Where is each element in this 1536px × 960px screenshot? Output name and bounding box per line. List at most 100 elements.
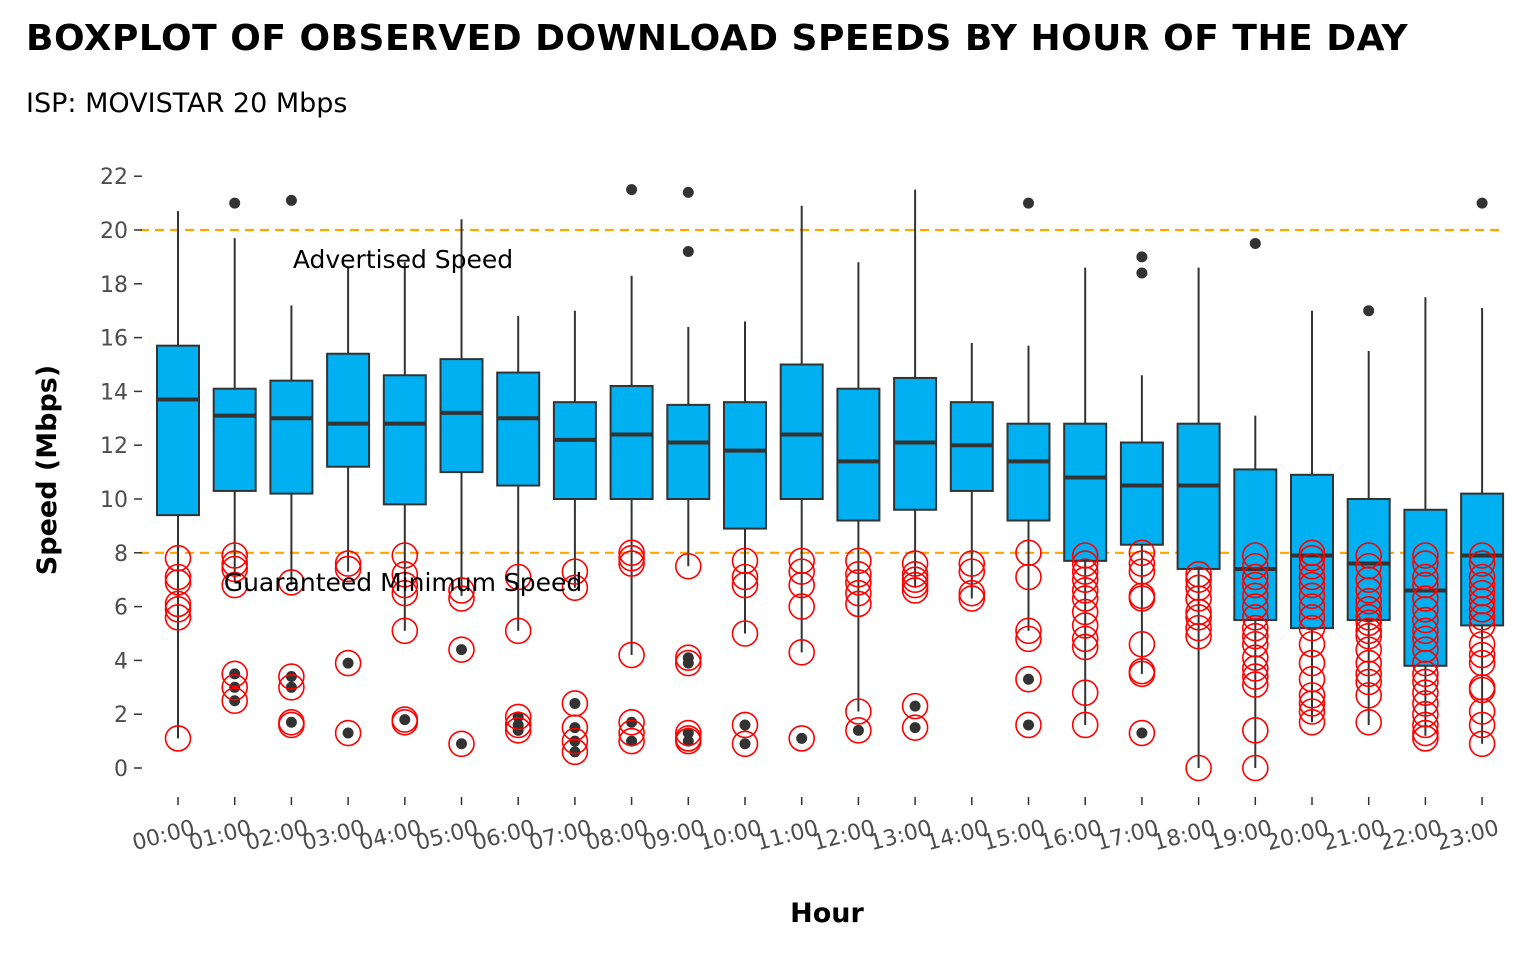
below-minimum-point: [1298, 698, 1326, 725]
box-iqr: [1176, 422, 1221, 570]
below-minimum-point: [391, 561, 419, 588]
outlier-point: [285, 671, 297, 683]
below-minimum-point: [1355, 577, 1382, 604]
below-minimum-point: [674, 552, 702, 580]
below-minimum-point: [1298, 563, 1326, 591]
below-minimum-point: [1412, 660, 1439, 688]
below-minimum-point: [1015, 563, 1042, 591]
outlier-point: [399, 714, 411, 726]
below-minimum-point: [618, 708, 645, 736]
below-minimum-point: [1071, 711, 1099, 739]
below-minimum-point: [448, 577, 475, 604]
below-minimum-point: [334, 550, 362, 577]
outlier-point: [796, 732, 808, 744]
below-minimum-point: [788, 639, 816, 666]
below-minimum-point: [221, 542, 248, 569]
below-minimum-point: [1355, 617, 1382, 645]
below-minimum-point: [504, 717, 532, 744]
below-minimum-point: [1412, 542, 1439, 569]
y-tick-label: 10: [100, 488, 128, 513]
below-minimum-point: [845, 547, 872, 575]
below-minimum-point: [788, 571, 816, 599]
outlier-point: [682, 186, 694, 198]
below-minimum-point: [1071, 585, 1099, 612]
below-minimum-point: [901, 566, 929, 594]
y-tick-label: 2: [114, 703, 128, 728]
outlier-point: [512, 711, 524, 723]
below-minimum-point: [845, 569, 872, 596]
below-minimum-point: [958, 579, 986, 607]
outlier-point: [1476, 197, 1488, 209]
below-minimum-point: [504, 563, 532, 591]
below-minimum-point: [1355, 595, 1382, 623]
below-minimum-point: [278, 673, 305, 701]
below-minimum-point: [1242, 717, 1269, 744]
below-minimum-point: [164, 604, 192, 631]
outlier-point: [569, 722, 581, 734]
outlier-point: [342, 727, 354, 739]
below-minimum-point: [1412, 595, 1439, 623]
below-minimum-point: [618, 544, 645, 572]
below-minimum-point: [1242, 604, 1269, 631]
below-minimum-point: [1355, 587, 1382, 615]
below-minimum-point: [901, 550, 929, 577]
box-iqr: [1460, 492, 1505, 627]
below-minimum-point: [958, 550, 986, 577]
below-minimum-point: [901, 714, 929, 741]
below-minimum-point: [1468, 730, 1496, 758]
outlier-point: [1363, 305, 1375, 317]
outlier-point: [626, 716, 638, 728]
below-minimum-point: [845, 561, 872, 588]
below-minimum-point: [1242, 614, 1269, 642]
below-minimum-point: [1242, 663, 1269, 690]
box-iqr: [156, 344, 200, 517]
below-minimum-point: [1298, 682, 1326, 709]
box-iqr: [439, 358, 484, 474]
below-minimum-point: [1242, 644, 1269, 672]
below-minimum-point: [1015, 625, 1042, 653]
outlier-point: [626, 735, 638, 747]
below-minimum-point: [1468, 698, 1496, 725]
below-minimum-point: [1185, 585, 1212, 612]
outlier-point: [569, 746, 581, 758]
below-minimum-point: [1468, 595, 1496, 623]
below-minimum-point: [561, 738, 589, 766]
below-minimum-point: [901, 571, 929, 599]
outlier-point: [1023, 673, 1034, 685]
below-minimum-point: [1128, 630, 1156, 658]
outlier-point: [1136, 251, 1148, 263]
below-minimum-point: [1298, 582, 1326, 610]
below-minimum-point: [1015, 617, 1042, 645]
outlier-point: [569, 697, 581, 709]
y-tick-label: 8: [114, 542, 128, 567]
below-minimum-point: [1468, 630, 1496, 658]
below-minimum-point: [504, 711, 532, 739]
below-minimum-point: [391, 708, 419, 736]
below-minimum-point: [1185, 622, 1212, 650]
below-minimum-point: [1128, 585, 1156, 612]
below-minimum-point: [1298, 552, 1326, 580]
box-iqr: [609, 385, 654, 500]
below-minimum-point: [845, 590, 872, 618]
box-iqr: [836, 387, 881, 522]
box-iqr: [326, 352, 371, 468]
below-minimum-point: [1242, 563, 1269, 591]
outlier-point: [1023, 719, 1034, 731]
below-minimum-point: [334, 555, 362, 583]
below-minimum-point: [1128, 550, 1156, 577]
below-minimum-point: [1128, 539, 1156, 567]
below-minimum-point: [561, 574, 589, 602]
below-minimum-point: [1185, 754, 1212, 782]
below-minimum-point: [1468, 550, 1496, 577]
below-minimum-point: [674, 644, 702, 672]
below-minimum-point: [1468, 542, 1496, 569]
below-minimum-point: [1015, 665, 1042, 693]
below-minimum-point: [164, 590, 192, 618]
below-minimum-point: [788, 725, 816, 752]
below-minimum-point: [1071, 679, 1099, 706]
outlier-point: [456, 644, 467, 656]
y-tick-label: 12: [100, 434, 128, 459]
below-minimum-point: [731, 571, 759, 599]
below-minimum-point: [1128, 660, 1156, 688]
